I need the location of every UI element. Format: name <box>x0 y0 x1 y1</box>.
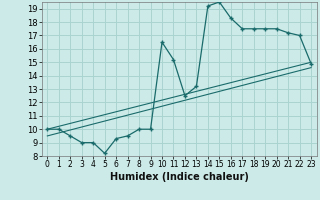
X-axis label: Humidex (Indice chaleur): Humidex (Indice chaleur) <box>110 172 249 182</box>
